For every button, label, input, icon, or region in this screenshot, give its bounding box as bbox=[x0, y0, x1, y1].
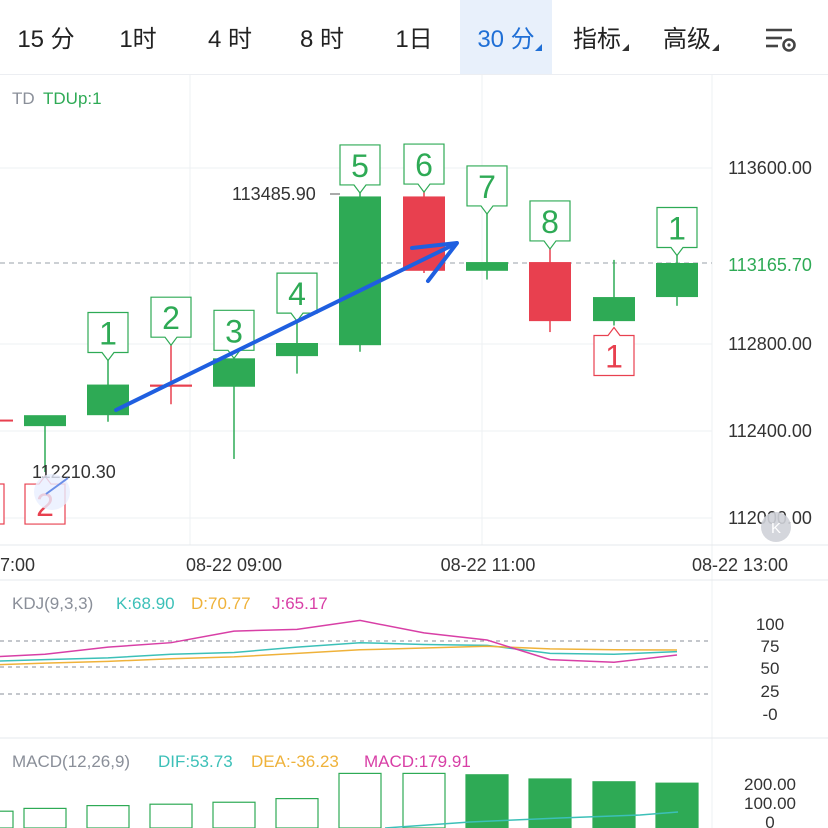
svg-text:2: 2 bbox=[162, 300, 180, 336]
macd-histogram bbox=[0, 772, 699, 828]
macd-dif-line bbox=[384, 811, 679, 828]
kdj-name: KDJ(9,3,3) bbox=[12, 594, 93, 613]
current-price-tag: 113165.70 bbox=[728, 255, 812, 275]
macd-bar bbox=[402, 772, 446, 828]
kdj-tick: 50 bbox=[761, 659, 780, 678]
price-tick: 112800.00 bbox=[728, 334, 812, 354]
svg-text:6: 6 bbox=[415, 147, 433, 183]
candle bbox=[87, 360, 129, 422]
macd-bar bbox=[528, 778, 572, 828]
kdj-j-value: J:65.17 bbox=[272, 594, 328, 613]
td-up-label: 5 bbox=[339, 144, 381, 194]
svg-text:1: 1 bbox=[668, 211, 686, 247]
td-up-label: 7 bbox=[466, 165, 508, 215]
macd-value: MACD:179.91 bbox=[364, 752, 471, 771]
td-up-label: 6 bbox=[403, 143, 445, 194]
tab-advanced[interactable]: 高级 bbox=[642, 0, 732, 74]
macd-bar bbox=[212, 801, 256, 828]
kdj-tick: 25 bbox=[761, 682, 780, 701]
indicator-value: TDUp:1 bbox=[43, 89, 102, 108]
kline-chart[interactable]: TD TDUp:1 12345678121 113485.90 112210.3… bbox=[0, 75, 828, 828]
kdj-lines bbox=[0, 619, 678, 666]
candles bbox=[0, 192, 698, 473]
candle bbox=[466, 213, 508, 280]
kdj-tick: -0 bbox=[762, 705, 777, 724]
kdj-j-line bbox=[0, 619, 678, 664]
tab-1d[interactable]: 1日 bbox=[395, 26, 433, 53]
macd-name: MACD(12,26,9) bbox=[12, 752, 130, 771]
candle bbox=[150, 345, 192, 405]
kdj-d-value: D:70.77 bbox=[191, 594, 251, 613]
macd-bar bbox=[86, 804, 130, 828]
time-tick: 7:00 bbox=[0, 555, 35, 575]
drawing-handle[interactable] bbox=[34, 474, 70, 510]
dropdown-triangle-icon bbox=[712, 44, 719, 51]
macd-bar bbox=[338, 772, 382, 828]
price-tick: 112400.00 bbox=[728, 421, 812, 441]
tab-30m-label: 30 分 bbox=[477, 26, 535, 53]
kdj-d-line bbox=[0, 645, 678, 666]
tab-indicators[interactable]: 指标 bbox=[552, 0, 642, 74]
macd-bar bbox=[149, 803, 193, 828]
macd-bar bbox=[0, 810, 14, 828]
td-up-label: 8 bbox=[529, 200, 571, 250]
td-up-label: 1 bbox=[87, 311, 129, 362]
time-tick: 08-22 09:00 bbox=[186, 555, 282, 575]
tab-1h[interactable]: 1时 bbox=[119, 26, 157, 53]
candle bbox=[529, 248, 571, 333]
macd-bar bbox=[655, 782, 699, 828]
macd-tick: 0 bbox=[765, 813, 774, 828]
td-up-label: 2 bbox=[150, 296, 192, 347]
tab-30m[interactable]: 30 分 bbox=[460, 0, 552, 74]
current-price-tag-bg bbox=[716, 250, 826, 278]
kdj-k-line bbox=[0, 641, 678, 662]
macd-bar bbox=[465, 774, 509, 828]
svg-text:8: 8 bbox=[541, 204, 559, 240]
macd-bar bbox=[23, 807, 67, 828]
tab-8h[interactable]: 8 时 bbox=[299, 26, 344, 53]
svg-text:3: 3 bbox=[225, 313, 243, 349]
price-tick: 113600.00 bbox=[728, 158, 812, 178]
reset-view-button[interactable]: K bbox=[761, 512, 791, 542]
candle bbox=[0, 419, 13, 422]
svg-text:7: 7 bbox=[478, 169, 496, 205]
macd-dea-value: DEA:-36.23 bbox=[251, 752, 339, 771]
svg-text:1: 1 bbox=[99, 316, 117, 352]
candle bbox=[213, 358, 255, 459]
tab-15m[interactable]: 15 分 bbox=[17, 26, 75, 53]
kdj-k-value: K:68.90 bbox=[116, 594, 175, 613]
candle bbox=[593, 259, 635, 326]
dropdown-triangle-icon bbox=[622, 44, 629, 51]
indicator-name: TD bbox=[12, 89, 35, 108]
tab-4h[interactable]: 4 时 bbox=[207, 26, 252, 53]
svg-text:5: 5 bbox=[351, 148, 369, 184]
time-tick: 08-22 11:00 bbox=[441, 555, 536, 575]
time-tick: 08-22 13:00 bbox=[692, 555, 788, 575]
td-down-label: 1 bbox=[593, 326, 635, 377]
candle bbox=[656, 255, 698, 306]
tab-advanced-label: 高级 bbox=[663, 26, 711, 53]
candle bbox=[339, 192, 381, 352]
macd-tick: 200.00 bbox=[744, 775, 796, 794]
kdj-tick: 100 bbox=[756, 615, 784, 634]
svg-text:1: 1 bbox=[605, 339, 623, 375]
tab-indicators-label: 指标 bbox=[573, 26, 621, 53]
reset-k-icon: K bbox=[771, 520, 781, 537]
candle bbox=[24, 415, 66, 473]
svg-text:4: 4 bbox=[288, 276, 306, 312]
macd-tick: 100.00 bbox=[744, 794, 796, 813]
candle bbox=[276, 321, 318, 374]
kdj-tick: 75 bbox=[761, 637, 780, 656]
high-price-annotation: 113485.90 bbox=[232, 184, 316, 204]
td-up-label: 1 bbox=[656, 206, 698, 257]
trend-arrow-drawing[interactable] bbox=[114, 241, 459, 412]
timeframe-tabs: 15 分 1时 4 时 8 时 1日 30 分 指标 高级 bbox=[0, 0, 828, 75]
chart-settings-icon[interactable] bbox=[764, 22, 798, 56]
macd-bar bbox=[592, 781, 636, 828]
td-up-label: 4 bbox=[276, 272, 318, 323]
macd-dif-value: DIF:53.73 bbox=[158, 752, 233, 771]
dropdown-triangle-icon bbox=[535, 44, 542, 51]
macd-bar bbox=[275, 797, 319, 828]
td-down-label-partial bbox=[0, 483, 5, 525]
